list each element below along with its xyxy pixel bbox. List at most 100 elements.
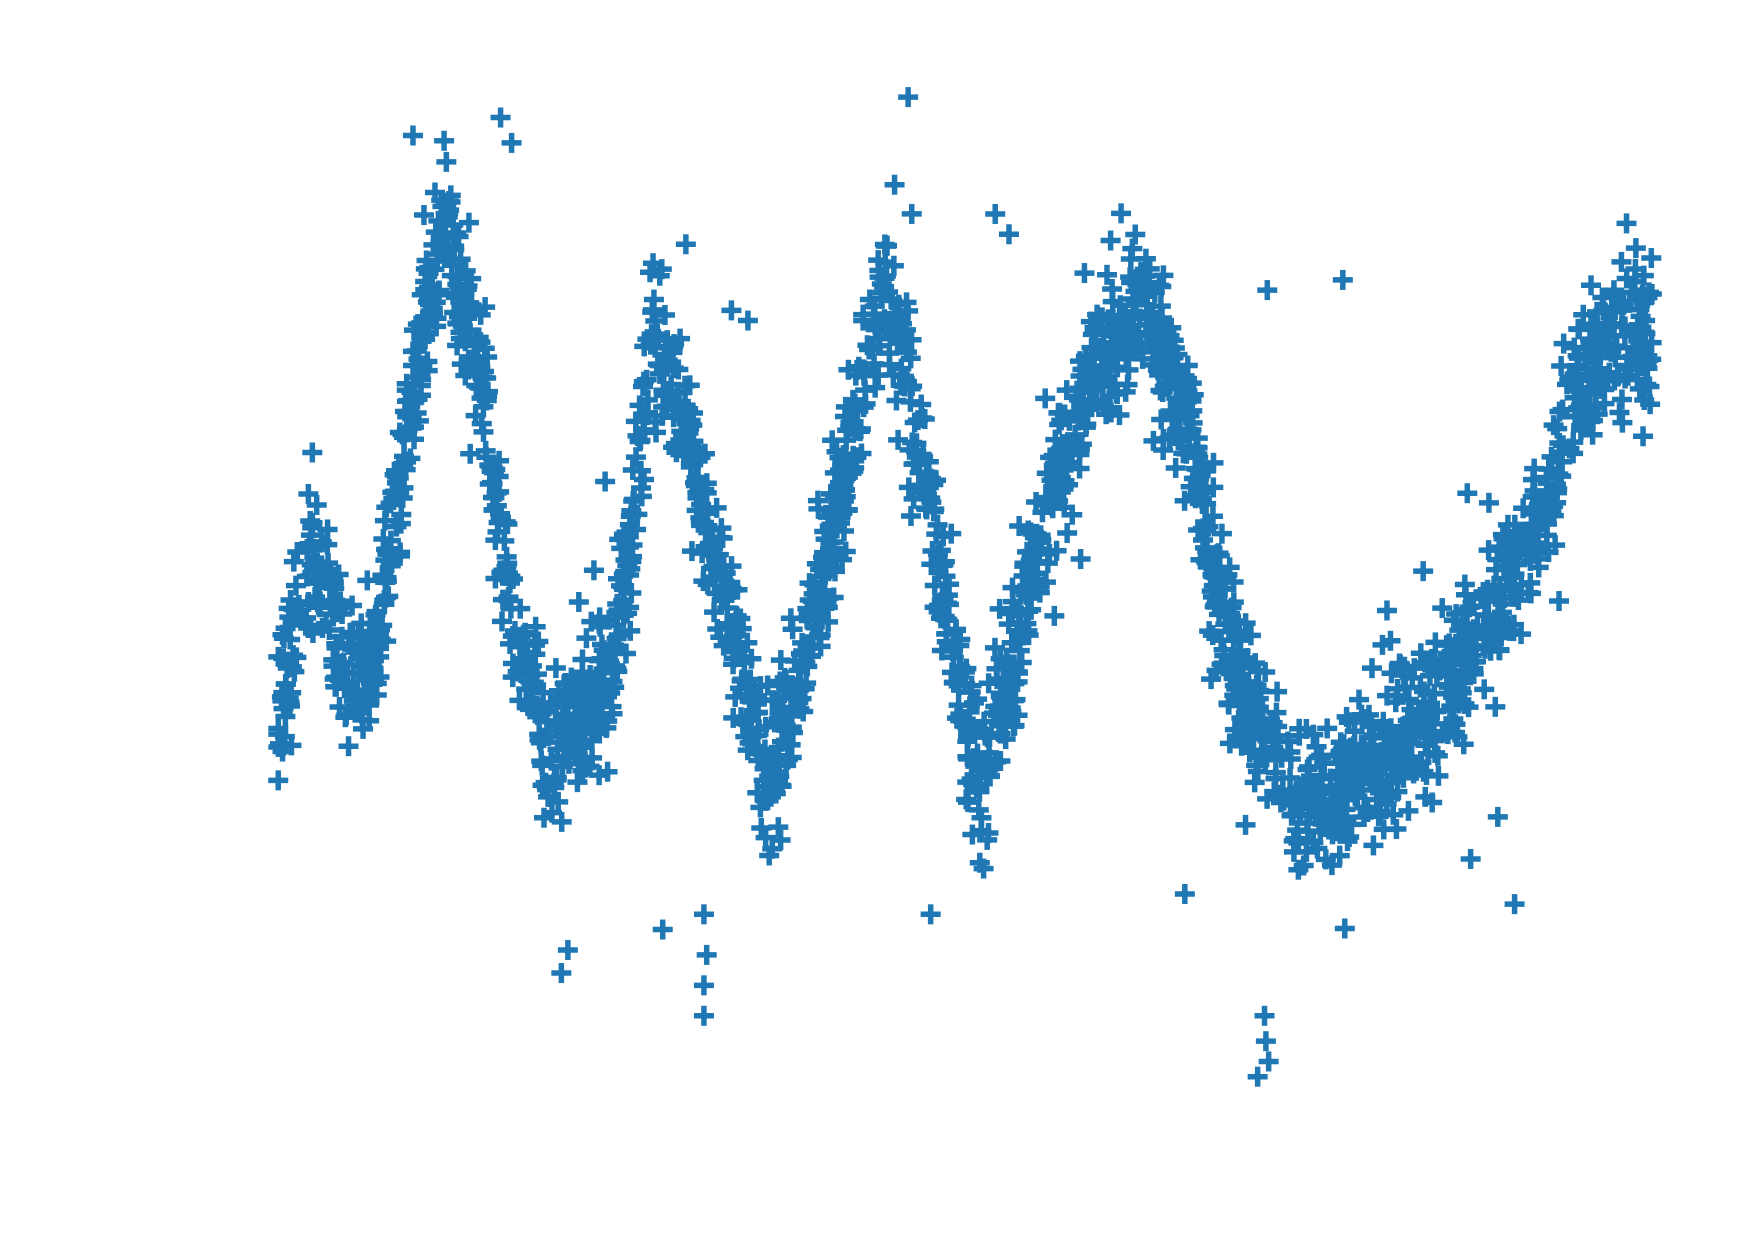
data-point: [666, 399, 687, 420]
data-point: [443, 225, 464, 246]
data-point: [471, 413, 492, 434]
data-point: [1026, 491, 1047, 512]
data-point: [601, 696, 622, 717]
data-point: [1541, 446, 1562, 467]
data-point: [1124, 322, 1145, 343]
data-point: [317, 519, 338, 540]
data-point: [1077, 362, 1098, 383]
data-point: [631, 486, 652, 507]
data-point: [302, 622, 323, 643]
data-point: [808, 498, 829, 519]
data-point: [651, 259, 672, 280]
data-point: [642, 299, 663, 320]
data-point: [1487, 806, 1508, 827]
data-point: [1568, 348, 1589, 369]
data-point: [985, 203, 1006, 224]
data-point: [1416, 764, 1437, 785]
data-point: [1071, 403, 1092, 424]
data-point: [1020, 550, 1041, 571]
data-point: [893, 324, 914, 345]
data-point: [1130, 261, 1151, 282]
data-point: [970, 760, 991, 781]
data-point: [325, 676, 346, 697]
data-point: [734, 652, 755, 673]
data-point: [298, 591, 319, 612]
data-point: [357, 570, 378, 591]
data-point: [434, 130, 455, 151]
data-point: [1633, 426, 1654, 447]
data-point: [1307, 838, 1328, 859]
data-point: [351, 613, 372, 634]
data-point: [725, 686, 746, 707]
data-point: [855, 393, 876, 414]
data-point: [1625, 258, 1646, 279]
data-point: [1093, 332, 1114, 353]
data-point: [674, 375, 695, 396]
data-point: [567, 772, 588, 793]
data-point: [813, 546, 834, 567]
data-point: [1601, 341, 1622, 362]
data-point: [528, 631, 549, 652]
data-point: [1316, 817, 1337, 838]
data-point: [447, 335, 468, 356]
data-point: [920, 904, 941, 925]
data-point: [754, 758, 775, 779]
data-point: [900, 506, 921, 527]
data-point: [790, 678, 811, 699]
data-point: [541, 748, 562, 769]
data-point: [691, 515, 712, 536]
data-point: [436, 151, 457, 172]
data-point: [324, 578, 345, 599]
data-point: [755, 776, 776, 797]
data-point: [720, 629, 741, 650]
data-point: [1211, 523, 1232, 544]
data-point: [883, 255, 904, 276]
data-point: [988, 698, 1009, 719]
data-point: [1203, 452, 1224, 473]
data-point: [335, 707, 356, 728]
data-point: [962, 824, 983, 845]
data-point: [1219, 557, 1240, 578]
data-point: [681, 437, 702, 458]
data-point: [1223, 630, 1244, 651]
data-point: [1439, 713, 1460, 734]
data-point: [1456, 624, 1477, 645]
data-point: [347, 681, 368, 702]
data-point: [597, 686, 618, 707]
data-point: [1641, 283, 1662, 304]
data-point: [1513, 498, 1534, 519]
data-point: [391, 454, 412, 475]
data-point: [709, 527, 730, 548]
data-point: [693, 904, 714, 925]
data-point: [803, 583, 824, 604]
data-point: [1498, 557, 1519, 578]
data-point: [584, 693, 605, 714]
data-point: [316, 613, 337, 634]
data-point: [1288, 859, 1309, 880]
data-point: [1414, 681, 1435, 702]
data-point: [1537, 485, 1558, 506]
data-point: [629, 395, 650, 416]
data-point: [973, 858, 994, 879]
data-point: [1625, 238, 1646, 259]
data-point: [537, 720, 558, 741]
data-point: [1022, 523, 1043, 544]
data-point: [1419, 665, 1440, 686]
data-point: [1354, 797, 1375, 818]
data-point: [1336, 810, 1357, 831]
data-point: [1248, 661, 1269, 682]
data-point: [545, 658, 566, 679]
data-point: [611, 538, 632, 559]
data-point: [774, 667, 795, 688]
data-point: [1364, 752, 1385, 773]
data-point: [384, 464, 405, 485]
data-point: [942, 641, 963, 662]
data-point: [510, 636, 531, 657]
data-point: [875, 321, 896, 342]
data-point: [1400, 757, 1421, 778]
data-point: [541, 802, 562, 823]
data-point: [546, 767, 567, 788]
data-point: [1174, 884, 1195, 904]
data-point: [1460, 848, 1481, 869]
data-point: [846, 420, 867, 441]
